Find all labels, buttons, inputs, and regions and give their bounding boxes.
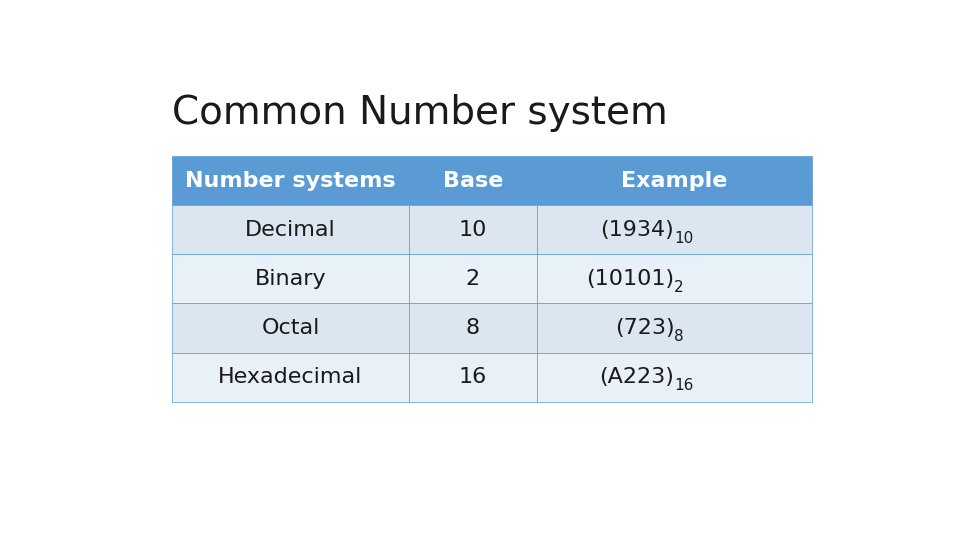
Text: 8: 8: [674, 329, 684, 345]
Text: Example: Example: [621, 171, 728, 191]
Text: Hexadecimal: Hexadecimal: [218, 367, 363, 387]
Text: 16: 16: [674, 379, 694, 394]
Bar: [172, 254, 409, 303]
Text: (A223): (A223): [599, 367, 674, 387]
Text: (1934): (1934): [601, 220, 674, 240]
Text: Base: Base: [443, 171, 503, 191]
Bar: [409, 205, 537, 254]
Text: Number systems: Number systems: [185, 171, 396, 191]
Text: 2: 2: [674, 280, 684, 295]
Text: Common Number system: Common Number system: [172, 94, 668, 132]
Text: 8: 8: [466, 318, 480, 338]
Bar: [537, 303, 812, 353]
Text: Binary: Binary: [254, 269, 326, 289]
Bar: [172, 156, 409, 205]
Text: (723): (723): [614, 318, 674, 338]
Bar: [409, 254, 537, 303]
Bar: [537, 353, 812, 402]
Text: 10: 10: [674, 231, 694, 246]
Bar: [537, 254, 812, 303]
Text: Octal: Octal: [261, 318, 320, 338]
Bar: [172, 303, 409, 353]
Text: 2: 2: [466, 269, 480, 289]
Bar: [409, 353, 537, 402]
Text: (10101): (10101): [587, 269, 674, 289]
Text: Decimal: Decimal: [245, 220, 336, 240]
Bar: [409, 303, 537, 353]
Bar: [172, 353, 409, 402]
Bar: [409, 156, 537, 205]
Bar: [537, 205, 812, 254]
Bar: [172, 205, 409, 254]
Bar: [537, 156, 812, 205]
Text: 10: 10: [459, 220, 487, 240]
Text: 16: 16: [459, 367, 487, 387]
